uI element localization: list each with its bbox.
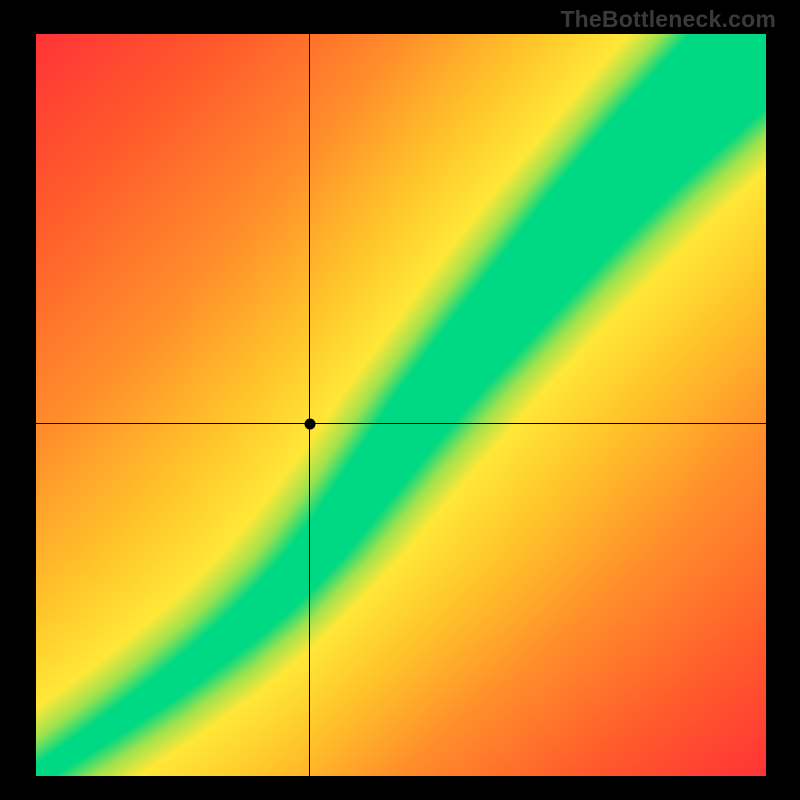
heatmap-plot	[36, 34, 766, 776]
watermark-text: TheBottleneck.com	[560, 6, 776, 33]
crosshair-vertical	[309, 34, 310, 776]
crosshair-marker	[304, 418, 315, 429]
heatmap-canvas	[36, 34, 766, 776]
crosshair-horizontal	[36, 423, 766, 424]
